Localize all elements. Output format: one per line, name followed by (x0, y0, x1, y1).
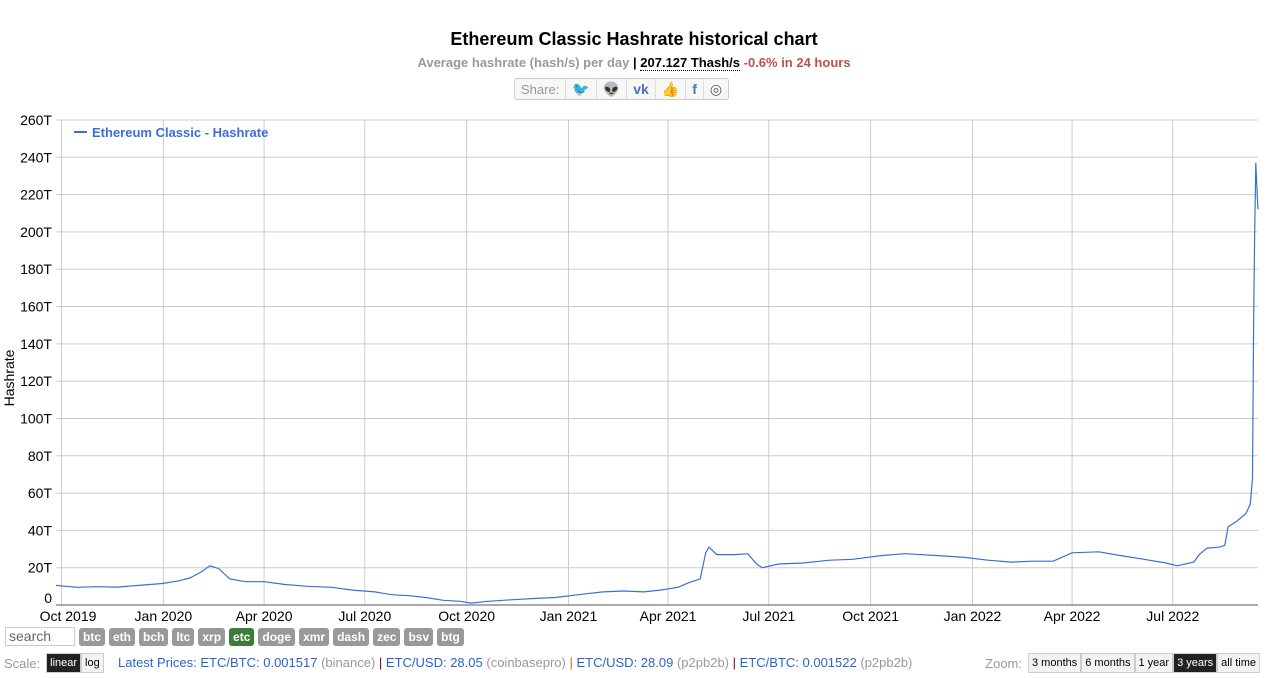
x-tick-label: Jan 2022 (944, 608, 1002, 624)
zoom-3-years-button[interactable]: 3 years (1173, 653, 1218, 673)
x-tick-label: Jan 2020 (135, 608, 193, 624)
latest-prices: Latest Prices: ETC/BTC: 0.001517 (binanc… (118, 655, 913, 670)
x-tick-label: Jul 2020 (338, 608, 391, 624)
prices-label: Latest Prices: (118, 655, 197, 670)
x-tick-label: Apr 2022 (1044, 608, 1101, 624)
coin-filter-ltc[interactable]: ltc (172, 627, 195, 646)
x-tick-label: Oct 2021 (842, 608, 899, 624)
y-axis-label: Hashrate (1, 349, 17, 406)
x-tick-label: Jan 2021 (540, 608, 598, 624)
search-input[interactable]: search (5, 627, 75, 646)
y-tick-label: 200T (20, 224, 52, 240)
weibo-icon[interactable]: ◎ (702, 79, 728, 99)
zoom-6-months-button[interactable]: 6 months (1081, 653, 1135, 673)
zoom-all-time-button[interactable]: all time (1217, 653, 1260, 673)
y-tick-label: 0 (44, 590, 52, 606)
zoom-controls: Zoom: 3 months 6 months 1 year 3 years all t… (985, 653, 1260, 673)
price-link[interactable]: ETC/USD: 28.09 (576, 655, 674, 670)
x-tick-label: Apr 2021 (640, 608, 697, 624)
x-tick-label: Jul 2021 (742, 608, 795, 624)
y-tick-label: 240T (20, 149, 52, 165)
y-tick-label: 140T (20, 336, 52, 352)
x-tick-label: Oct 2019 (40, 608, 97, 624)
subtitle: Average hashrate (hash/s) per day | 207.… (0, 55, 1268, 71)
y-tick-label: 180T (20, 261, 52, 277)
coin-filter-bsv[interactable]: bsv (404, 627, 434, 646)
coin-filter-doge[interactable]: doge (258, 627, 296, 646)
coin-filter-row: search btc eth bch ltc xrp etc doge xmr dash zec b… (5, 627, 464, 646)
coin-filter-bch[interactable]: bch (139, 627, 169, 646)
coin-filter-dash[interactable]: dash (333, 627, 370, 646)
price-link[interactable]: ETC/BTC: 0.001517 (200, 655, 318, 670)
series-line (55, 162, 1259, 604)
zoom-3-months-button[interactable]: 3 months (1028, 653, 1082, 673)
current-hashrate: 207.127 Thash/s (640, 55, 740, 71)
price-link[interactable]: ETC/USD: 28.05 (385, 655, 483, 670)
facebook-icon[interactable]: f (685, 79, 703, 99)
legend-label[interactable]: Ethereum Classic - Hashrate (92, 125, 268, 140)
price-source: (coinbasepro) (486, 655, 566, 670)
y-tick-label: 260T (20, 112, 52, 128)
y-tick-label: 120T (20, 373, 52, 389)
coin-filter-btg[interactable]: btg (437, 627, 464, 646)
like-icon[interactable]: 👍 (654, 79, 685, 99)
separator: | (633, 55, 637, 70)
twitter-icon[interactable]: 🐦 (565, 79, 595, 99)
y-tick-label: 40T (28, 522, 53, 538)
x-tick-label: Apr 2020 (236, 608, 293, 624)
zoom-1-year-button[interactable]: 1 year (1134, 653, 1174, 673)
y-tick-label: 100T (20, 410, 52, 426)
y-tick-label: 220T (20, 187, 52, 203)
y-tick-label: 20T (28, 560, 53, 576)
price-source: (p2pb2b) (676, 655, 730, 670)
y-tick-label: 160T (20, 299, 52, 315)
coin-filter-xmr[interactable]: xmr (299, 627, 330, 646)
coin-filter-xrp[interactable]: xrp (198, 627, 226, 646)
change-24h: -0.6% in 24 hours (743, 55, 851, 70)
coin-filter-etc[interactable]: etc (229, 627, 255, 646)
vk-icon[interactable]: vk (626, 79, 655, 99)
zoom-label: Zoom: (985, 655, 1022, 671)
reddit-icon[interactable]: 👽 (595, 79, 626, 99)
subtitle-label: Average hashrate (hash/s) per day (417, 55, 630, 70)
share-bar: Share: 🐦 👽 vk 👍 f ◎ (514, 78, 730, 100)
x-tick-label: Jul 2022 (1146, 608, 1199, 624)
share-label: Share: (521, 81, 560, 97)
scale-log-button[interactable]: log (81, 653, 104, 673)
coin-filter-zec[interactable]: zec (373, 627, 401, 646)
page-title: Ethereum Classic Hashrate historical cha… (450, 29, 818, 49)
coin-filter-eth[interactable]: eth (109, 627, 135, 646)
scale-linear-button[interactable]: linear (46, 653, 82, 673)
price-link[interactable]: ETC/BTC: 0.001522 (739, 655, 857, 670)
hashrate-chart[interactable]: 0 20T 40T 60T 80T 100T 120T 140T 160T 180T 200T 220… (0, 0, 1268, 625)
scale-label: Scale: (4, 655, 41, 671)
x-tick-label: Oct 2020 (438, 608, 495, 624)
price-source: (binance) (321, 655, 376, 670)
y-tick-label: 80T (28, 448, 53, 464)
y-tick-label: 60T (28, 485, 53, 501)
coin-filter-btc[interactable]: btc (79, 627, 105, 646)
price-source: (p2pb2b) (860, 655, 913, 670)
